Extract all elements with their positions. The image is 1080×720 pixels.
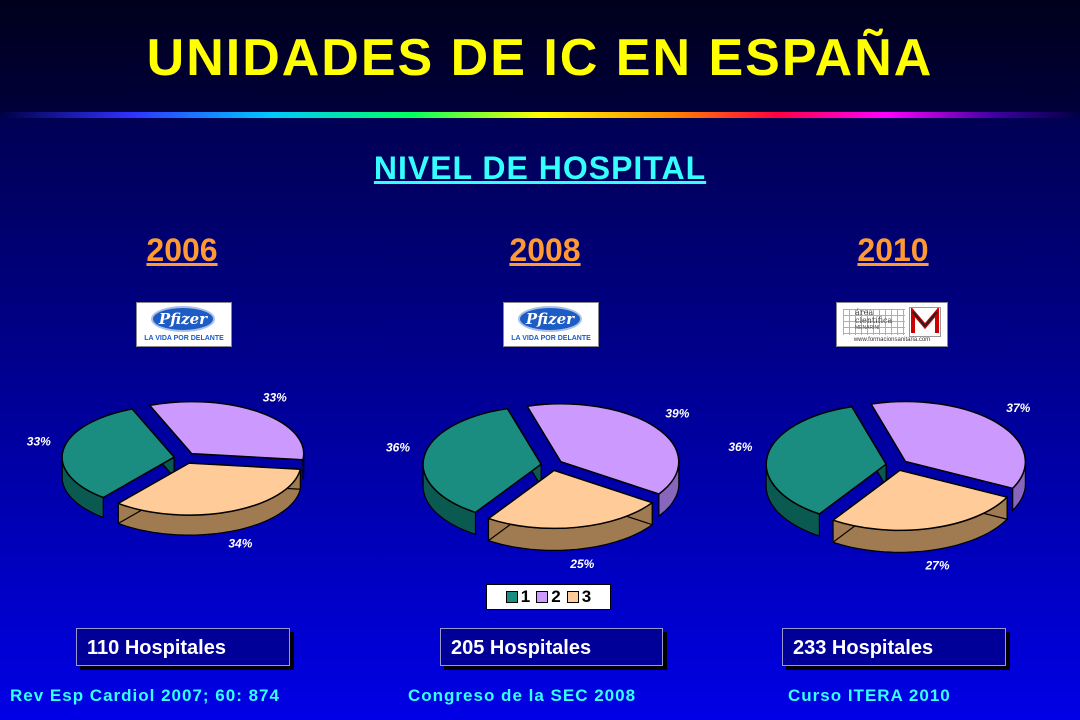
legend-swatch-2: [536, 591, 549, 603]
pie-chart-2006: 33% 33% 34%: [27, 391, 305, 551]
year-label-2006: 2006: [146, 232, 218, 268]
pfizer-brand-text: Pfizer: [158, 310, 208, 328]
legend-label-3: 3: [581, 587, 592, 606]
pie-label-2008-3: 25%: [569, 557, 594, 571]
pfizer-logo-2006: Pfizer LA VIDA POR DELANTE: [136, 302, 232, 347]
hospitals-count-2010: 233 Hospitales: [782, 628, 1006, 666]
hospitals-count-2006: 110 Hospitales: [76, 628, 290, 666]
source-2010: Curso ITERA 2010: [788, 686, 951, 705]
pie-slice-2008-1: [422, 407, 543, 514]
pie-slice-2008-3: [486, 469, 654, 530]
source-2006: Rev Esp Cardiol 2007; 60: 874: [10, 686, 280, 705]
pie-slice-2010-3: [831, 469, 1009, 532]
area-logo-line1: área: [855, 308, 874, 317]
legend-swatch-3: [566, 591, 579, 603]
pie-slice-2010-1: [765, 405, 888, 515]
pie-tops: [422, 403, 680, 530]
legend-label-2: 2: [551, 587, 561, 606]
hospitals-count-2008: 205 Hospitales: [440, 628, 663, 666]
area-logo-line2: científica: [855, 316, 893, 325]
title-bar: [0, 0, 1080, 112]
area-logo-line3: MENARINI: [855, 325, 880, 331]
legend-swatch-1: [505, 591, 518, 603]
year-label-2008: 2008: [509, 232, 581, 268]
slide-title: UNIDADES DE IC EN ESPAÑA: [146, 29, 934, 87]
pie-slice-2008-2: [525, 403, 680, 495]
pie-label-2010-2: 37%: [1006, 401, 1030, 415]
pie-label-2008-1: 36%: [386, 441, 410, 455]
source-2008: Congreso de la SEC 2008: [408, 686, 637, 705]
pie-label-2006-1: 33%: [27, 435, 51, 449]
area-logo-website: www.formacionsanitaria.com: [853, 337, 931, 343]
grid-pattern-icon: [843, 309, 905, 335]
pie-label-2010-3: 27%: [924, 559, 949, 573]
pie-slice-2010-2: [869, 400, 1027, 490]
area-cientifica-logo: área científica MENARINI www.formacionsa…: [836, 302, 948, 347]
legend-item-1: 1: [505, 587, 531, 607]
slide-subtitle: NIVEL DE HOSPITAL: [373, 150, 707, 186]
pie-slice-2006-3: [116, 462, 302, 516]
pfizer-brand-text: Pfizer: [525, 310, 575, 328]
pie-label-2006-2: 33%: [263, 391, 287, 405]
pie-chart-2008: 36% 39% 25%: [386, 403, 690, 571]
pie-label-2008-2: 39%: [665, 407, 689, 421]
pie-chart-2010: 36% 37% 27%: [728, 400, 1031, 573]
pie-tops: [765, 400, 1027, 532]
pfizer-tagline: LA VIDA POR DELANTE: [144, 335, 224, 342]
year-label-2010: 2010: [857, 232, 929, 268]
pfizer-tagline: LA VIDA POR DELANTE: [511, 335, 591, 342]
pfizer-oval-icon: [518, 306, 582, 332]
legend-label-1: 1: [520, 587, 531, 606]
pie-tops: [61, 400, 305, 516]
pie-label-2006-3: 34%: [228, 537, 252, 551]
rainbow-divider: [0, 112, 1080, 118]
menarini-m-box: [909, 306, 941, 337]
menarini-m-icon: [911, 306, 939, 333]
legend-item-2: 2: [536, 587, 561, 607]
chart-legend: 1 2 3: [486, 584, 611, 610]
pfizer-oval-icon: [151, 306, 215, 332]
legend-item-3: 3: [566, 587, 592, 607]
pie-slice-2006-1: [61, 408, 176, 499]
pie-label-2010-1: 36%: [728, 440, 752, 454]
pie-slice-2006-2: [148, 400, 305, 461]
pfizer-logo-2008: Pfizer LA VIDA POR DELANTE: [503, 302, 599, 347]
